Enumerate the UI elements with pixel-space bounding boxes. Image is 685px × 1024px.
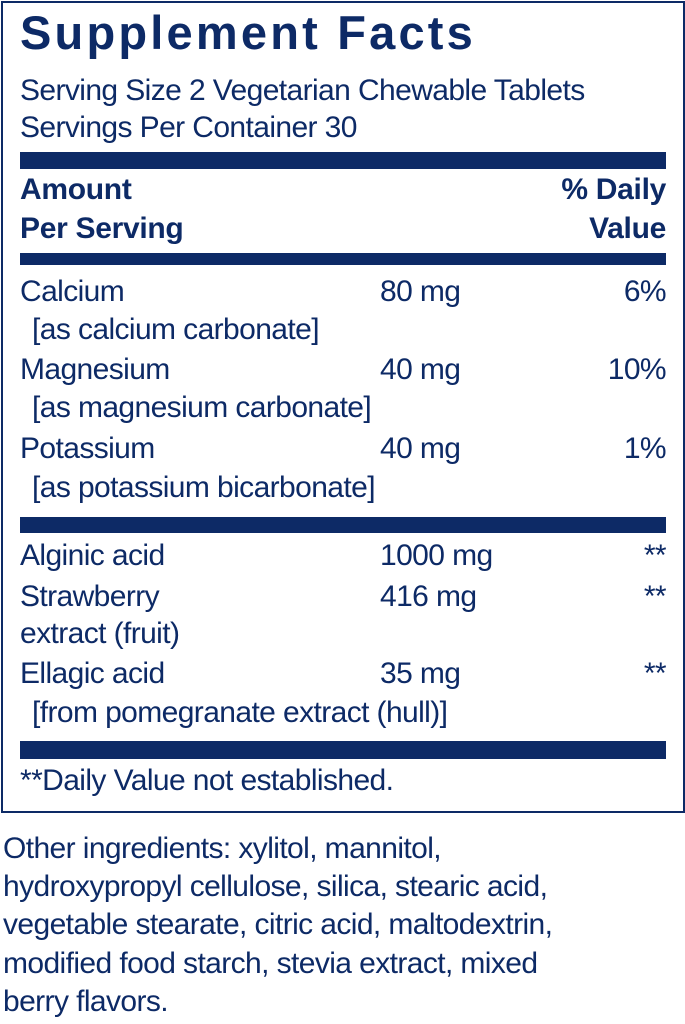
nutrient-name: Magnesium bbox=[20, 353, 170, 386]
nutrient-name: Calcium bbox=[20, 275, 125, 308]
header-value: Value bbox=[589, 212, 666, 245]
servings-per-container: Servings Per Container 30 bbox=[20, 111, 357, 144]
nutrient-dv: 6% bbox=[623, 275, 667, 308]
other-ingredients-line: berry flavors. bbox=[3, 985, 169, 1018]
ingredient-name: Strawberry bbox=[20, 580, 160, 613]
nutrient-amount: 40 mg bbox=[380, 432, 461, 465]
nutrient-amount: 40 mg bbox=[380, 353, 461, 386]
nutrient-amount: 80 mg bbox=[380, 275, 461, 308]
serving-size: Serving Size 2 Vegetarian Chewable Table… bbox=[20, 74, 585, 107]
panel-title: Supplement Facts bbox=[20, 6, 477, 59]
ingredient-amount: 35 mg bbox=[380, 657, 461, 690]
other-ingredients-line: hydroxypropyl cellulose, silica, stearic… bbox=[3, 870, 548, 903]
other-ingredients-line: Other ingredients: xylitol, mannitol, bbox=[3, 832, 442, 865]
other-ingredients-line: vegetable stearate, citric acid, maltode… bbox=[3, 908, 553, 941]
nutrient-source: [as potassium bicarbonate] bbox=[32, 471, 376, 504]
footnote: **Daily Value not established. bbox=[20, 764, 394, 797]
other-ingredients-line: modified food starch, stevia extract, mi… bbox=[3, 947, 538, 980]
ingredient-dv: ** bbox=[643, 539, 667, 572]
divider-thick bbox=[20, 517, 666, 533]
supplement-facts-panel bbox=[1, 1, 685, 813]
ingredient-dv: ** bbox=[643, 657, 667, 690]
nutrient-dv: 10% bbox=[607, 353, 667, 386]
nutrient-name: Potassium bbox=[20, 432, 155, 465]
ingredient-dv: ** bbox=[643, 580, 667, 613]
ingredient-name: Ellagic acid bbox=[20, 657, 165, 690]
header-amount: Amount bbox=[20, 173, 132, 206]
ingredient-amount: 416 mg bbox=[380, 580, 477, 613]
header-per-serving: Per Serving bbox=[20, 212, 184, 245]
nutrient-dv: 1% bbox=[623, 432, 667, 465]
divider-medium bbox=[20, 253, 666, 265]
ingredient-source: [from pomegranate extract (hull)] bbox=[32, 696, 448, 729]
ingredient-name-continued: extract (fruit) bbox=[20, 617, 180, 650]
nutrient-source: [as magnesium carbonate] bbox=[32, 391, 372, 424]
divider-thick bbox=[20, 741, 666, 759]
ingredient-amount: 1000 mg bbox=[380, 539, 493, 572]
header-daily: % Daily bbox=[561, 173, 666, 206]
nutrient-source: [as calcium carbonate] bbox=[32, 313, 320, 346]
divider-thick bbox=[20, 152, 666, 169]
ingredient-name: Alginic acid bbox=[20, 539, 165, 572]
